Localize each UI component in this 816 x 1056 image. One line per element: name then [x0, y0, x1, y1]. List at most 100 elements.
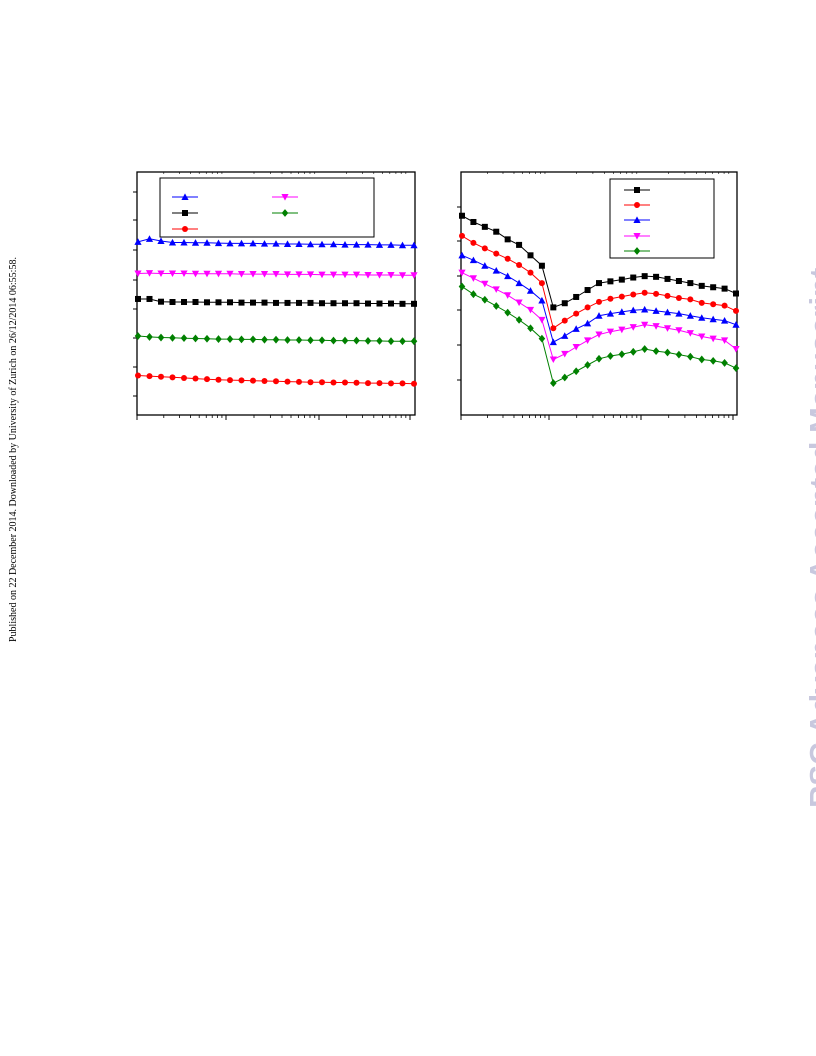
data-point [561, 373, 569, 382]
data-point [272, 271, 280, 278]
data-point [721, 359, 728, 367]
data-point [538, 296, 546, 304]
data-point [319, 300, 325, 307]
data-point [364, 240, 372, 248]
data-point [527, 252, 534, 259]
data-point [318, 336, 326, 345]
data-point [249, 335, 257, 344]
data-point [492, 286, 500, 293]
data-point [595, 354, 603, 363]
data-point [720, 337, 729, 344]
chart-left [133, 171, 418, 420]
data-point [630, 291, 637, 298]
data-point [595, 331, 603, 339]
data-point [352, 240, 361, 248]
data-point [365, 300, 371, 307]
data-point [493, 250, 500, 257]
legend-marker [634, 187, 640, 193]
data-point [146, 373, 153, 380]
data-point [698, 333, 706, 341]
data-point [504, 255, 511, 262]
data-point [504, 272, 512, 280]
data-point [710, 284, 717, 291]
data-point [342, 300, 348, 307]
data-point [191, 239, 200, 246]
legend-marker [633, 247, 641, 255]
data-point [410, 241, 418, 249]
data-point [238, 335, 245, 344]
data-point [168, 270, 177, 278]
data-point [561, 350, 569, 358]
legend-marker [182, 226, 188, 232]
data-point [295, 336, 303, 344]
data-point [135, 295, 141, 302]
data-point [664, 275, 671, 282]
data-point [641, 289, 648, 296]
data-point [584, 304, 591, 311]
data-point [249, 239, 257, 247]
data-point [470, 290, 477, 299]
data-point [134, 332, 142, 340]
data-point [283, 240, 292, 247]
data-point [204, 299, 210, 306]
data-point [261, 377, 268, 384]
data-point [538, 316, 546, 324]
data-point [398, 272, 407, 279]
legend-marker [634, 202, 640, 208]
data-point [237, 239, 246, 247]
data-point [203, 334, 211, 343]
data-point [458, 269, 466, 277]
data-point [561, 332, 569, 339]
data-point [686, 330, 694, 337]
data-point [492, 302, 500, 310]
data-point [720, 316, 729, 324]
data-point [596, 298, 602, 305]
data-point [295, 271, 303, 278]
data-point [237, 271, 246, 278]
data-point [203, 270, 211, 278]
data-point [504, 236, 511, 243]
data-point [226, 239, 234, 247]
data-point [145, 270, 154, 277]
data-point [146, 333, 153, 341]
legend-marker [281, 194, 289, 201]
data-point [250, 299, 256, 306]
data-point [399, 300, 406, 307]
data-point [470, 218, 477, 225]
data-point [134, 270, 142, 278]
data-point [515, 299, 523, 307]
data-point [675, 278, 682, 285]
data-point [573, 293, 580, 300]
legend-marker [633, 216, 641, 223]
data-point [398, 241, 407, 249]
data-point [698, 314, 706, 321]
data-point [721, 285, 728, 292]
data-point [630, 274, 637, 281]
data-point [146, 295, 153, 302]
data-point [459, 232, 465, 239]
data-point [238, 299, 245, 306]
data-point [675, 350, 683, 359]
data-point [399, 337, 406, 346]
data-point [583, 337, 592, 344]
plot-frame [136, 171, 416, 416]
data-point [493, 228, 500, 235]
data-point [249, 271, 257, 278]
data-point [596, 280, 602, 287]
data-point [481, 280, 489, 288]
data-point [319, 379, 325, 386]
data-point [629, 347, 637, 356]
data-point [180, 334, 188, 343]
data-point [641, 273, 648, 280]
data-point [375, 271, 384, 279]
data-point [273, 378, 279, 385]
data-point [492, 266, 500, 274]
data-point [330, 379, 337, 386]
data-point [583, 319, 592, 327]
data-point [387, 241, 395, 248]
data-point [629, 324, 637, 331]
data-point [561, 300, 568, 307]
data-point [226, 335, 234, 343]
data-point [215, 299, 222, 306]
